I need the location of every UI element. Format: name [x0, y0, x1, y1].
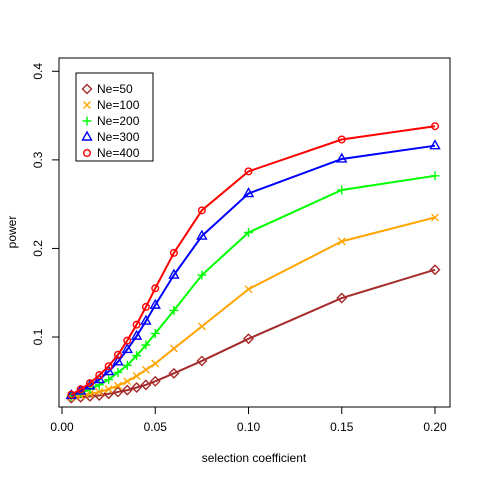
series-line — [70, 125, 436, 396]
data-point — [67, 390, 76, 399]
data-point — [93, 373, 105, 384]
data-point — [123, 336, 132, 345]
data-point — [104, 375, 114, 385]
data-point — [102, 365, 115, 376]
data-point — [243, 333, 254, 345]
series-ne-100 — [67, 213, 439, 402]
y-tick-label: 0.3 — [31, 151, 45, 168]
data-point — [151, 359, 160, 368]
data-point — [112, 386, 124, 398]
data-point — [130, 329, 143, 340]
data-point — [140, 379, 152, 391]
series-layer — [65, 122, 441, 404]
legend-marker — [82, 148, 91, 157]
legend-marker — [82, 116, 92, 126]
y-axis-label: power — [5, 216, 19, 249]
y-tick-label: 0.1 — [31, 328, 45, 345]
data-point — [337, 185, 347, 195]
data-point — [113, 367, 123, 377]
data-point — [197, 322, 206, 331]
data-point — [169, 248, 178, 257]
y-tick-label: 0.4 — [31, 63, 45, 80]
y-axis: 0.1 0.2 0.3 0.4 — [31, 63, 60, 345]
legend-label: Ne=400 — [97, 146, 140, 160]
data-point — [429, 264, 441, 276]
data-point — [141, 365, 150, 374]
data-point — [196, 229, 208, 240]
data-point — [122, 360, 132, 370]
x-axis: 0.00 0.05 0.10 0.15 0.20 — [50, 406, 447, 434]
legend-marker — [81, 130, 93, 141]
data-point — [336, 292, 348, 304]
legend-marker — [83, 101, 91, 109]
data-point — [121, 342, 133, 354]
data-point — [141, 340, 151, 350]
data-point — [141, 302, 150, 311]
data-point — [104, 385, 113, 394]
data-point — [104, 362, 113, 371]
x-tick-label: 0.10 — [237, 420, 261, 434]
data-point — [132, 351, 142, 361]
data-point — [151, 284, 160, 293]
data-point — [95, 387, 104, 396]
data-point — [197, 270, 207, 280]
data-point — [149, 298, 161, 309]
data-point — [132, 320, 141, 329]
data-point — [168, 268, 180, 279]
data-point — [168, 367, 180, 379]
data-point — [429, 139, 441, 150]
data-point — [123, 377, 132, 386]
legend-marker — [81, 83, 93, 95]
x-axis-label: selection coefficient — [202, 451, 307, 465]
series-ne-300 — [65, 139, 441, 400]
data-point — [196, 355, 208, 367]
data-point — [113, 381, 122, 390]
data-point — [336, 152, 348, 163]
legend-item: Ne=400 — [82, 146, 140, 160]
legend-label: Ne=200 — [97, 114, 140, 128]
series-line — [71, 268, 436, 400]
data-point — [244, 285, 253, 294]
data-point — [169, 344, 178, 353]
legend-label: Ne=50 — [97, 82, 133, 96]
legend-item: Ne=100 — [83, 98, 140, 112]
data-point — [337, 135, 346, 144]
data-point — [431, 213, 439, 222]
data-point — [85, 379, 94, 388]
data-point — [140, 314, 152, 325]
x-tick-label: 0.20 — [423, 420, 447, 434]
data-point — [132, 372, 141, 380]
data-point — [121, 384, 133, 396]
legend-item: Ne=50 — [81, 82, 133, 96]
data-point — [197, 206, 206, 215]
data-point — [149, 375, 161, 387]
data-point — [430, 171, 440, 181]
x-tick-label: 0.05 — [144, 420, 168, 434]
data-point — [113, 350, 122, 359]
series-ne-400 — [67, 122, 440, 399]
legend-item: Ne=300 — [81, 130, 140, 144]
data-point — [76, 385, 85, 394]
legend-item: Ne=200 — [82, 114, 140, 128]
legend-label: Ne=300 — [97, 130, 140, 144]
data-point — [431, 122, 440, 131]
x-tick-label: 0.15 — [330, 420, 354, 434]
data-point — [244, 167, 253, 176]
y-tick-label: 0.2 — [31, 240, 45, 257]
data-point — [112, 355, 124, 366]
data-point — [244, 228, 253, 237]
data-point — [150, 328, 160, 338]
legend-box — [75, 72, 154, 162]
data-point — [131, 382, 143, 394]
legend: Ne=50 Ne=100 Ne=200 Ne=300 Ne=400 — [75, 72, 154, 162]
data-point — [95, 371, 104, 380]
data-point — [169, 305, 179, 315]
legend-label: Ne=100 — [97, 98, 140, 112]
x-tick-label: 0.00 — [50, 420, 74, 434]
data-point — [242, 187, 255, 198]
data-point — [337, 237, 346, 246]
series-line — [71, 216, 436, 399]
